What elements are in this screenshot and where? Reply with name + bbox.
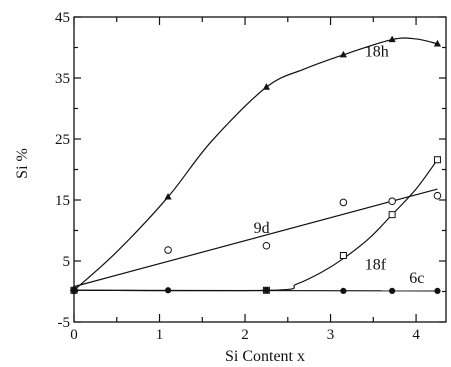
x-tick-label: 1: [156, 327, 164, 343]
marker-6c: [340, 288, 346, 294]
marker-6c: [71, 287, 77, 293]
marker-9d: [340, 199, 347, 206]
plot-frame: [74, 17, 446, 322]
marker-6c: [263, 287, 269, 293]
marker-9d: [165, 247, 172, 254]
marker-9d: [389, 198, 396, 205]
marker-6c: [389, 288, 395, 294]
marker-18f: [434, 157, 440, 163]
marker-18f: [389, 212, 395, 218]
y-tick-label: 15: [55, 193, 70, 209]
marker-18h: [263, 83, 270, 90]
y-tick-label: 25: [55, 132, 70, 148]
y-tick-label: 35: [55, 71, 70, 87]
marker-18f: [340, 253, 346, 259]
series-label-9d: 9d: [254, 220, 270, 237]
marker-9d: [434, 192, 441, 199]
series-label-18h: 18h: [365, 44, 389, 61]
x-axis-title: Si Content x: [225, 348, 305, 365]
y-tick-label: 45: [55, 10, 70, 26]
marker-6c: [165, 287, 171, 293]
series-label-6c: 6c: [409, 270, 424, 287]
y-tick-label: 5: [63, 254, 71, 270]
x-tick-label: 4: [412, 327, 420, 343]
y-axis-title: Si %: [14, 148, 31, 179]
x-tick-label: 2: [241, 327, 249, 343]
y-tick-label: -5: [58, 315, 71, 331]
x-tick-label: 0: [70, 327, 78, 343]
marker-9d: [263, 242, 270, 249]
x-tick-label: 3: [327, 327, 335, 343]
curve-18h: [74, 38, 437, 290]
series-label-18f: 18f: [365, 257, 387, 274]
marker-6c: [434, 288, 440, 294]
curve-6c: [74, 290, 437, 291]
